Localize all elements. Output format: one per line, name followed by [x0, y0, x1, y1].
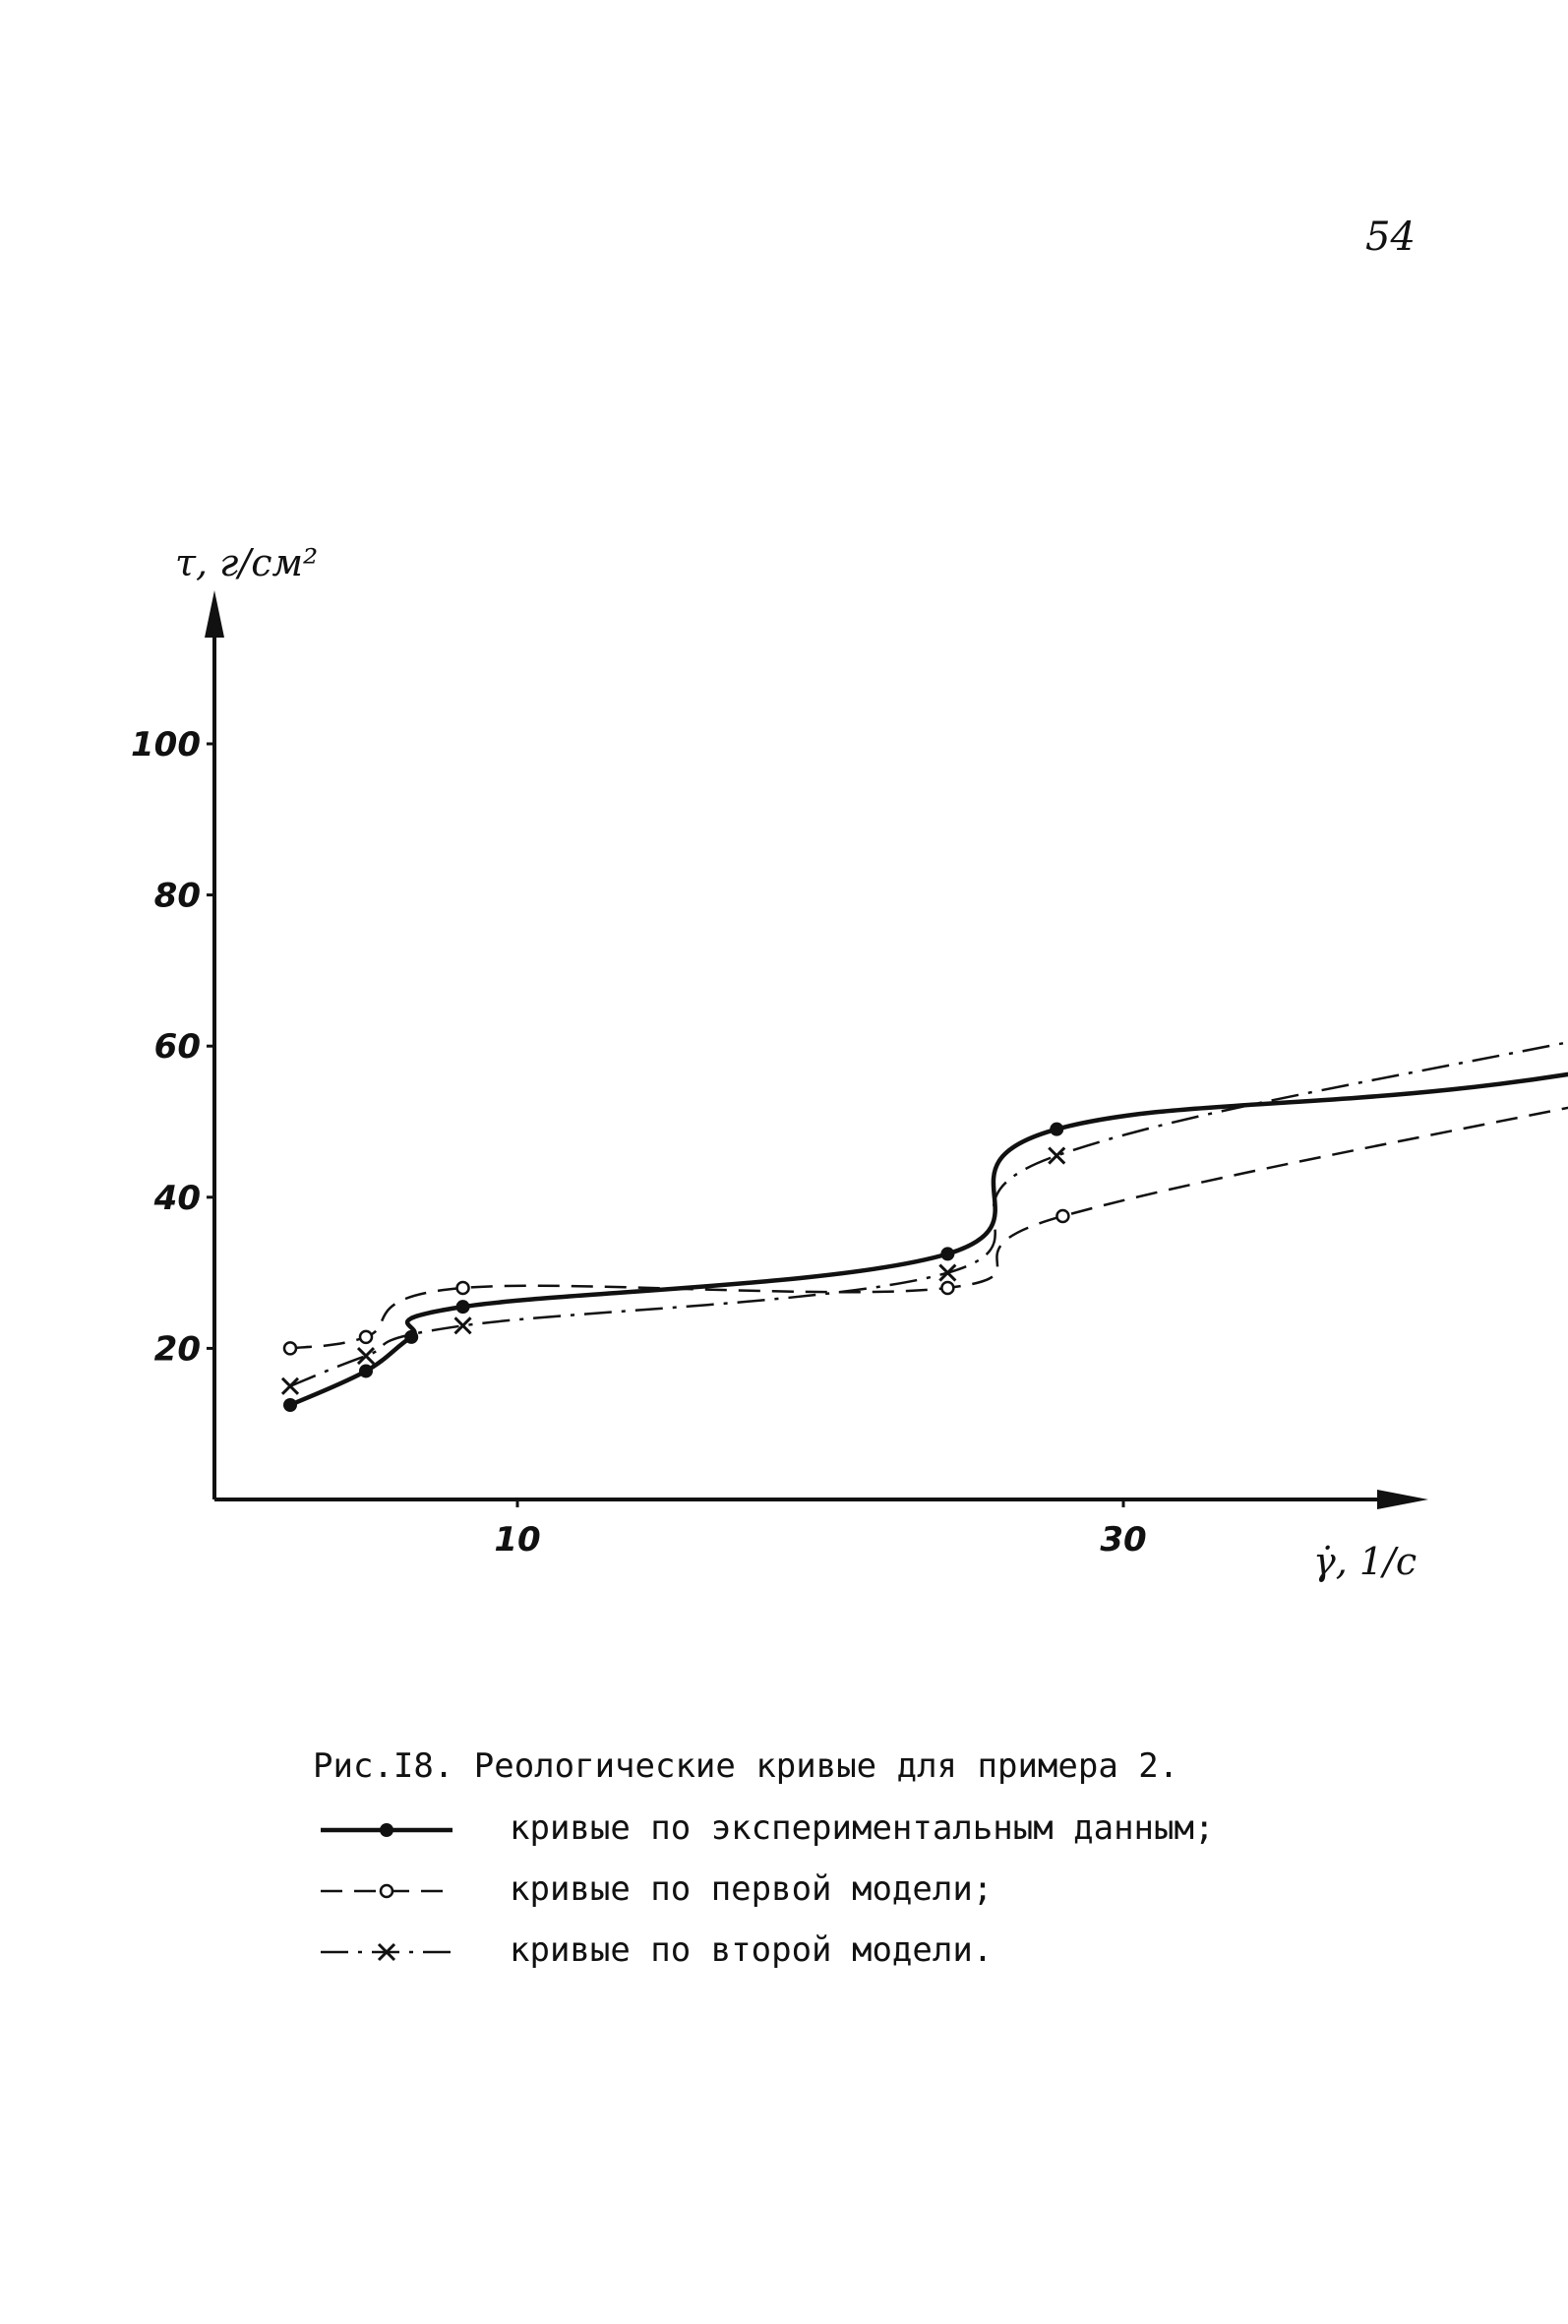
- series-line-3: [289, 1041, 1568, 1387]
- y-tick-label: 40: [153, 1179, 201, 1218]
- y-tick-label: 80: [154, 877, 201, 916]
- legend-item: кривые по первой модели;: [313, 1869, 1297, 1919]
- legend-swatch: [321, 1942, 452, 1962]
- y-axis-arrow: [205, 590, 224, 638]
- y-tick-label: 20: [154, 1329, 201, 1369]
- figure-caption: Рис.I8. Реологические кривые для примера…: [313, 1746, 1179, 1786]
- legend-marker: [379, 1883, 394, 1899]
- series-2-point: [940, 1280, 955, 1296]
- series-3-point: [453, 1316, 472, 1335]
- x-tick-label: 30: [1100, 1520, 1146, 1560]
- series-2-point: [1055, 1208, 1070, 1224]
- legend-marker: [380, 1823, 393, 1837]
- legend-item: кривые по второй модели.: [313, 1930, 1297, 1980]
- series-1-point: [455, 1300, 470, 1315]
- legend-swatch: [321, 1823, 452, 1837]
- series-1-point: [359, 1364, 373, 1378]
- series-3-point: [1048, 1146, 1066, 1165]
- legend-marker: [377, 1942, 396, 1962]
- legend-label: кривые по первой модели;: [510, 1869, 994, 1909]
- series-layer: [280, 1041, 1568, 1412]
- series-line-1: [289, 1071, 1568, 1408]
- y-axis-label: τ, г/см²: [175, 541, 318, 584]
- legend-label: кривые по экспериментальным данным;: [510, 1808, 1215, 1848]
- page-number: 54: [1365, 214, 1416, 260]
- legend-item: кривые по экспериментальным данным;: [313, 1808, 1297, 1858]
- y-tick-label: 100: [131, 725, 201, 764]
- legend-swatch: [321, 1883, 452, 1899]
- rheology-chart: 2040608010010305070 τ, г/см² γ̇, 1/с: [131, 541, 1568, 1583]
- x-tick-label: 10: [494, 1520, 540, 1560]
- y-tick-label: 60: [154, 1027, 201, 1067]
- ticks: 2040608010010305070: [131, 725, 1147, 1560]
- legend-label: кривые по второй модели.: [510, 1930, 994, 1970]
- axes: [205, 590, 1428, 1509]
- series-2-point: [358, 1329, 374, 1345]
- series-3-point: [280, 1376, 300, 1395]
- series-3-point: [938, 1263, 957, 1282]
- x-axis-label: γ̇, 1/с: [1313, 1540, 1417, 1583]
- series-2-point: [282, 1341, 298, 1356]
- series-2-point: [455, 1280, 470, 1296]
- series-line-2: [289, 1106, 1568, 1350]
- series-1-point: [940, 1247, 955, 1261]
- x-axis-arrow: [1377, 1490, 1428, 1509]
- series-3-point: [356, 1347, 376, 1366]
- series-1-point: [1050, 1122, 1064, 1136]
- series-1-point: [404, 1329, 419, 1344]
- series-1-point: [283, 1398, 297, 1412]
